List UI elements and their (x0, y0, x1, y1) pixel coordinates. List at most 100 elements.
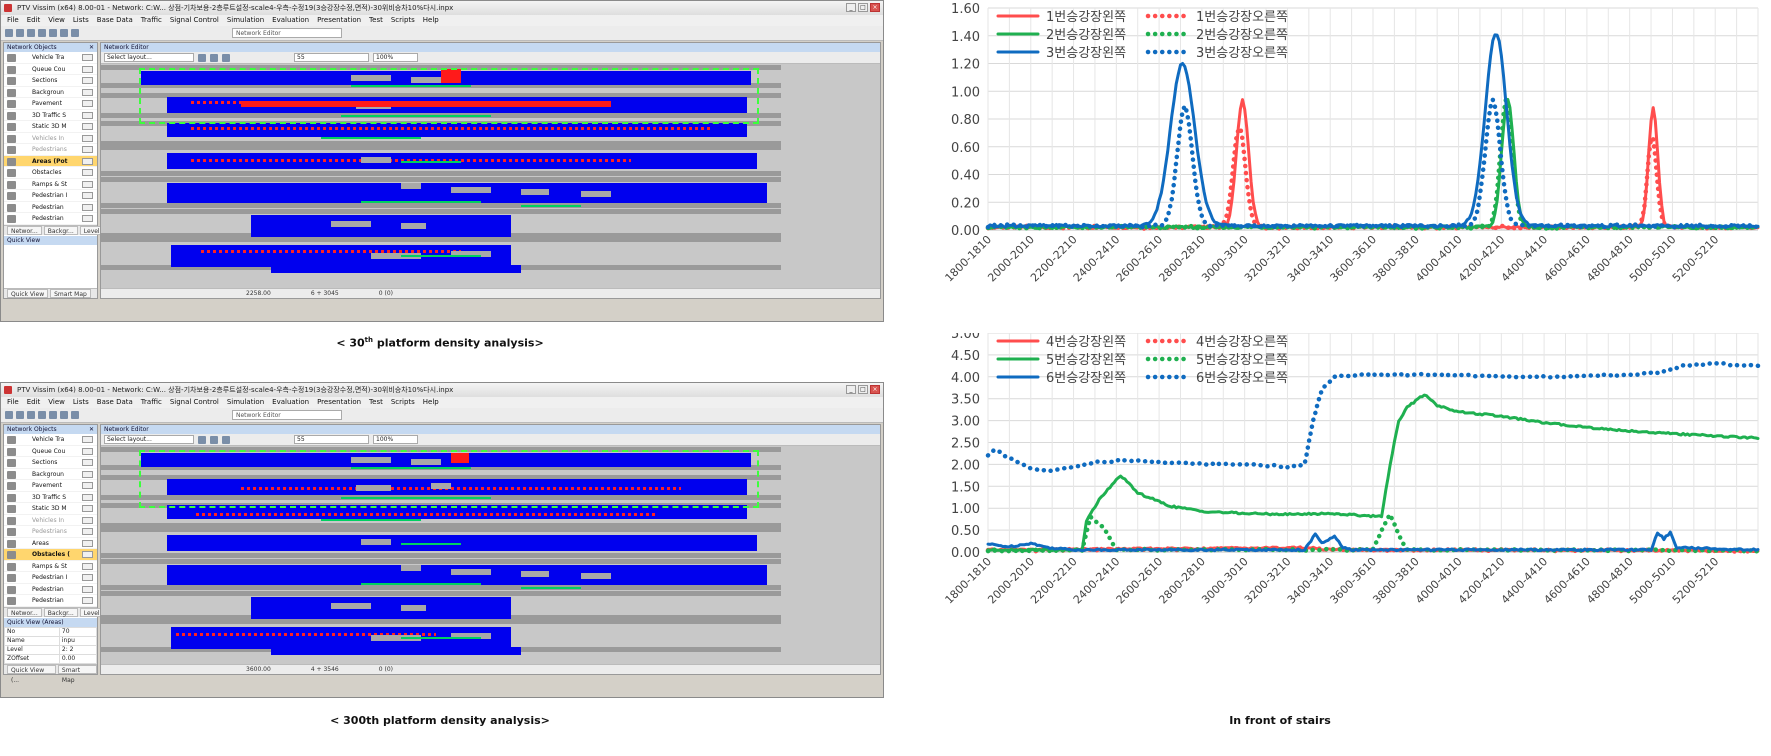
menu-item[interactable]: View (48, 398, 65, 406)
object-style-swatch[interactable] (82, 436, 93, 443)
maximize-icon[interactable]: □ (858, 385, 868, 394)
attribute-value[interactable]: 2: 2 (58, 644, 98, 655)
object-style-swatch[interactable] (82, 180, 93, 188)
new-icon[interactable] (5, 29, 13, 37)
network-object-item[interactable]: Queue Cou (4, 446, 97, 457)
layout-select[interactable]: Select layout... (104, 435, 194, 444)
menu-item[interactable]: Evaluation (272, 398, 310, 406)
network-object-item[interactable]: Areas (Pot (4, 155, 97, 167)
network-object-item[interactable]: 3D Traffic S (4, 110, 97, 121)
object-style-swatch[interactable] (82, 134, 93, 142)
save-icon[interactable] (27, 29, 35, 37)
maximize-icon[interactable]: □ (858, 3, 868, 12)
play-icon[interactable] (60, 411, 68, 419)
object-style-swatch[interactable] (82, 111, 93, 119)
network-object-item[interactable]: Obstacles (4, 167, 97, 179)
network-object-item[interactable]: 3D Traffic S (4, 492, 97, 503)
menu-item[interactable]: Lists (72, 16, 89, 24)
network-object-item[interactable]: Sections (4, 457, 97, 469)
menu-item[interactable]: Edit (26, 398, 41, 406)
object-style-swatch[interactable] (82, 77, 93, 84)
network-canvas[interactable] (101, 447, 880, 674)
menu-item[interactable]: Presentation (317, 16, 362, 24)
menu-item[interactable]: Scripts (390, 398, 415, 406)
editor-select[interactable]: Network Editor (232, 410, 342, 420)
menu-item[interactable]: Signal Control (169, 398, 219, 406)
object-style-swatch[interactable] (82, 447, 93, 455)
network-object-item[interactable]: Obstacles ( (4, 549, 97, 561)
bottom-tab[interactable]: Smart Map (57, 665, 97, 684)
network-object-item[interactable]: Vehicle Tra (4, 434, 97, 446)
bottom-tab[interactable]: Quick View (... (7, 665, 56, 684)
menu-item[interactable]: Simulation (226, 398, 265, 406)
network-object-item[interactable]: Sections (4, 75, 97, 87)
minimize-icon[interactable]: _ (846, 385, 856, 394)
menu-item[interactable]: Test (369, 16, 383, 24)
network-object-item[interactable]: Areas (4, 538, 97, 549)
network-object-item[interactable]: Pedestrian I (4, 572, 97, 584)
pane-tab[interactable]: Backgr... (43, 225, 78, 235)
object-style-swatch[interactable] (82, 551, 93, 558)
attribute-value[interactable]: 70 (58, 626, 98, 637)
network-object-item[interactable]: Backgroun (4, 469, 97, 480)
menu-item[interactable]: Traffic (140, 16, 162, 24)
stop-icon[interactable] (71, 29, 79, 37)
stop-icon[interactable] (71, 411, 79, 419)
network-object-item[interactable]: Static 3D M (4, 503, 97, 515)
menu-item[interactable]: Lists (72, 398, 89, 406)
play-icon[interactable] (60, 29, 68, 37)
object-style-swatch[interactable] (82, 215, 93, 222)
network-object-item[interactable]: Static 3D M (4, 121, 97, 133)
network-object-item[interactable]: Ramps & St (4, 561, 97, 572)
bottom-tab[interactable]: Quick View (7, 289, 49, 298)
network-object-item[interactable]: Pavement (4, 480, 97, 492)
object-style-swatch[interactable] (82, 123, 93, 130)
network-object-item[interactable]: Backgroun (4, 87, 97, 98)
object-style-swatch[interactable] (82, 597, 93, 604)
menu-item[interactable]: Edit (26, 16, 41, 24)
undo-icon[interactable] (38, 411, 46, 419)
attribute-value[interactable]: 0.00 (58, 653, 98, 664)
network-object-item[interactable]: Pavement (4, 98, 97, 110)
object-style-swatch[interactable] (82, 574, 93, 581)
object-style-swatch[interactable] (82, 54, 93, 61)
object-style-swatch[interactable] (82, 585, 93, 593)
save-icon[interactable] (27, 411, 35, 419)
menu-item[interactable]: View (48, 16, 65, 24)
network-object-item[interactable]: Vehicles In (4, 515, 97, 526)
bottom-tab[interactable]: Smart Map (50, 289, 91, 298)
network-object-item[interactable]: Pedestrian (4, 595, 97, 607)
menu-item[interactable]: Presentation (317, 398, 362, 406)
pan-icon[interactable] (222, 53, 230, 62)
menu-item[interactable]: Scripts (390, 16, 415, 24)
menu-item[interactable]: File (7, 398, 19, 406)
object-style-swatch[interactable] (82, 562, 93, 570)
object-style-swatch[interactable] (82, 146, 93, 153)
object-style-swatch[interactable] (82, 516, 93, 524)
undo-icon[interactable] (38, 29, 46, 37)
pane-close-icon[interactable]: ✕ (88, 426, 94, 433)
pan-icon[interactable] (222, 435, 230, 444)
zoom-level[interactable]: 100% (373, 435, 418, 444)
network-object-item[interactable]: Pedestrian (4, 584, 97, 595)
zoom-icon[interactable] (198, 53, 206, 62)
menu-item[interactable]: Help (422, 16, 439, 24)
zoom-level[interactable]: 100% (373, 53, 418, 62)
network-object-item[interactable]: Ramps & St (4, 179, 97, 190)
network-editor[interactable]: Network Editor Select layout... 55 100% … (100, 424, 881, 675)
close-icon[interactable]: × (870, 3, 880, 12)
open-icon[interactable] (16, 411, 24, 419)
network-editor[interactable]: Network Editor Select layout... 55 100% … (100, 42, 881, 299)
menu-item[interactable]: Base Data (96, 16, 133, 24)
new-icon[interactable] (5, 411, 13, 419)
pane-tab[interactable]: Networ... (7, 607, 42, 617)
object-style-swatch[interactable] (82, 169, 93, 176)
network-object-item[interactable]: Vehicle Tra (4, 52, 97, 64)
object-style-swatch[interactable] (82, 470, 93, 478)
sim-value-field[interactable]: 55 (294, 435, 369, 444)
network-object-item[interactable]: Queue Cou (4, 64, 97, 75)
menu-item[interactable]: Traffic (140, 398, 162, 406)
redo-icon[interactable] (49, 411, 57, 419)
network-object-item[interactable]: Vehicles In (4, 133, 97, 144)
object-style-swatch[interactable] (82, 459, 93, 466)
